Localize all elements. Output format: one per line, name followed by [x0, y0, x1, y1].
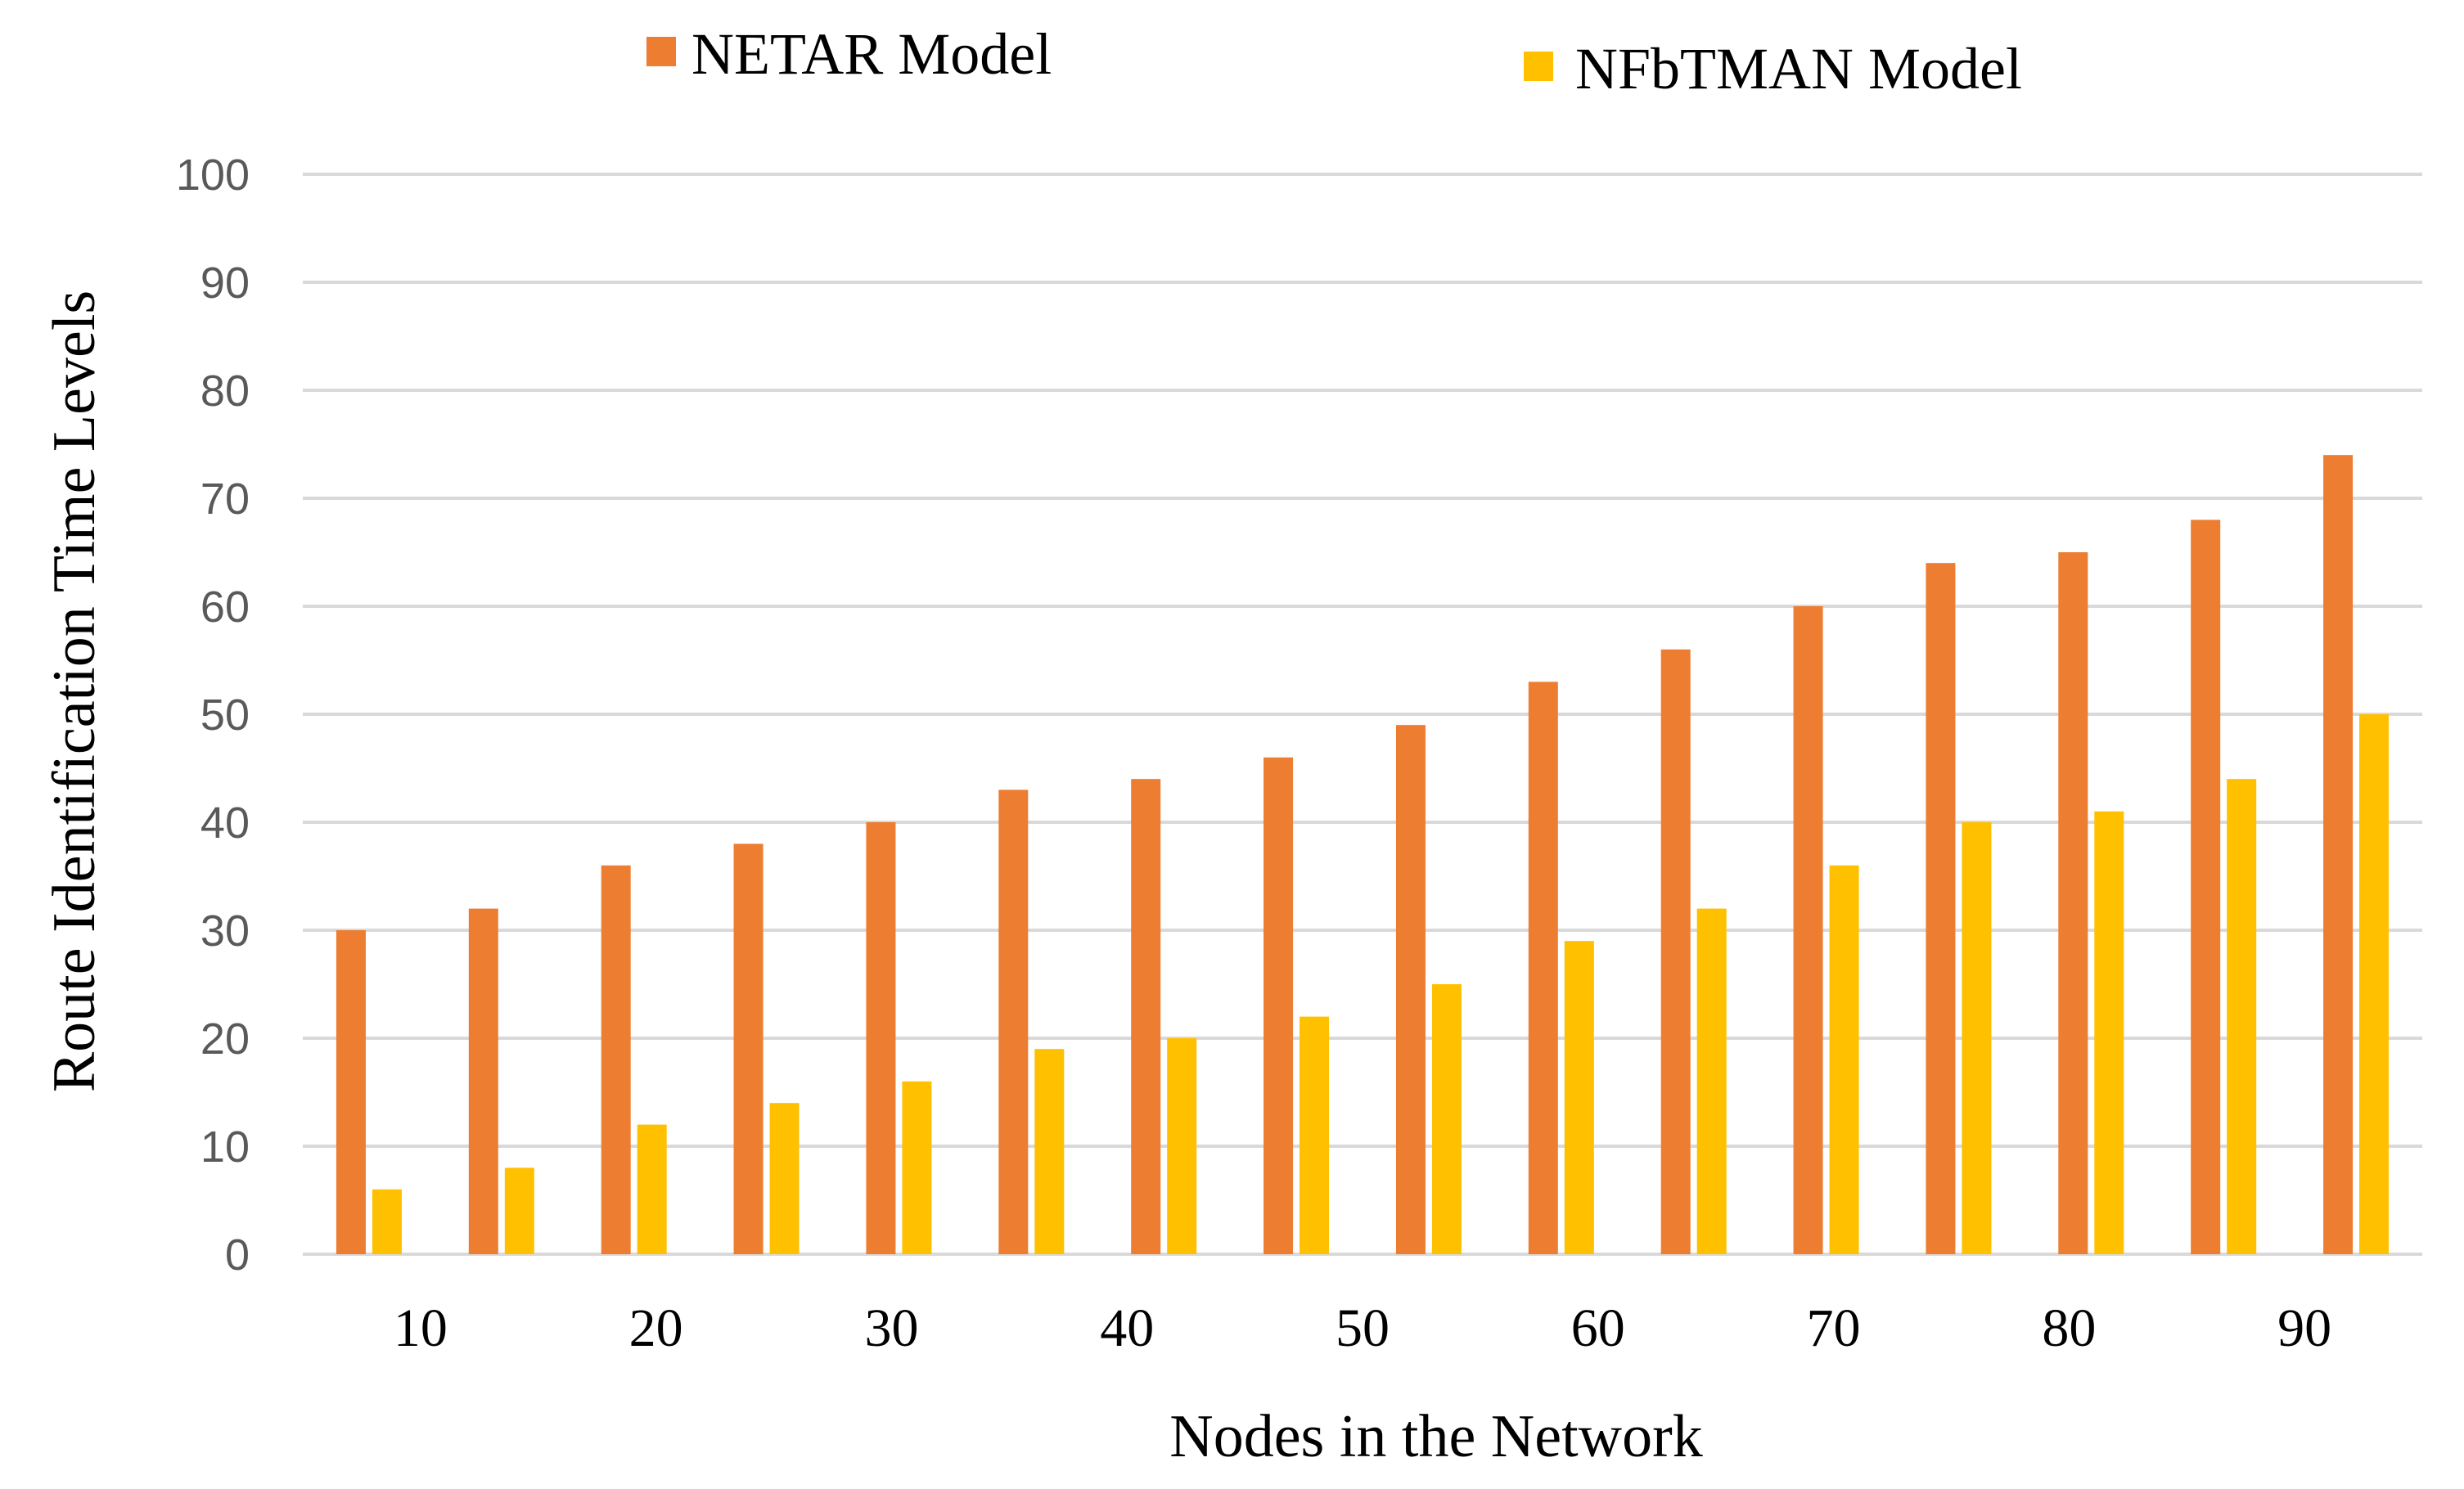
x-tick-label: 50 [1336, 1298, 1390, 1358]
x-tick-label: 70 [1807, 1298, 1861, 1358]
bar-nfbtman-10 [1564, 941, 1594, 1254]
y-axis-ticks: 0 10 20 30 40 50 60 70 80 90 100 [176, 151, 250, 1280]
bar-netar-10 [1528, 682, 1558, 1254]
bar-netar-4 [733, 843, 764, 1254]
legend-swatch-netar [646, 37, 676, 66]
legend: NETAR Model NFbTMAN Model [646, 21, 2022, 101]
y-tick-label: 80 [200, 367, 250, 416]
y-axis-title: Route Identification Time Levels [41, 290, 108, 1092]
bar-nfbtman-7 [1167, 1038, 1197, 1254]
bar-netar-6 [998, 789, 1029, 1254]
y-tick-label: 90 [200, 259, 250, 308]
y-tick-label: 50 [200, 691, 250, 740]
bar-nfbtman-6 [1034, 1049, 1065, 1254]
y-tick-label: 20 [200, 1014, 250, 1064]
bar-netar-15 [2191, 520, 2221, 1254]
bar-nfbtman-12 [1829, 865, 1859, 1254]
bar-netar-5 [866, 822, 896, 1254]
bar-netar-14 [2058, 552, 2088, 1254]
bar-nfbtman-1 [372, 1189, 402, 1254]
bar-nfbtman-3 [637, 1124, 667, 1254]
legend-label-nfbtman: NFbTMAN Model [1575, 36, 2022, 101]
y-tick-label: 100 [176, 151, 250, 200]
legend-label-netar: NETAR Model [691, 21, 1052, 87]
x-tick-label: 80 [2042, 1298, 2096, 1358]
bar-netar-3 [601, 865, 631, 1254]
bar-nfbtman-9 [1431, 984, 1462, 1254]
y-tick-label: 30 [200, 906, 250, 956]
bar-nfbtman-8 [1300, 1016, 1330, 1254]
bar-netar-13 [1926, 563, 1956, 1254]
y-tick-label: 60 [200, 583, 250, 632]
bars [336, 455, 2390, 1254]
x-axis-ticks: 10 20 30 40 50 60 70 80 90 [394, 1298, 2331, 1358]
legend-swatch-nfbtman [1524, 52, 1553, 81]
y-tick-label: 0 [225, 1230, 250, 1280]
x-tick-label: 60 [1571, 1298, 1625, 1358]
bar-netar-2 [468, 908, 498, 1254]
y-tick-label: 40 [200, 798, 250, 848]
bar-nfbtman-14 [2094, 811, 2124, 1254]
bar-nfbtman-16 [2359, 714, 2390, 1254]
x-tick-label: 30 [864, 1298, 918, 1358]
bar-netar-9 [1395, 725, 1426, 1254]
x-tick-label: 20 [629, 1298, 683, 1358]
bar-nfbtman-13 [1962, 822, 1992, 1254]
bar-netar-1 [336, 930, 366, 1254]
y-tick-label: 70 [200, 475, 250, 524]
bar-netar-12 [1793, 606, 1823, 1254]
bar-netar-11 [1660, 649, 1691, 1254]
bar-netar-16 [2323, 455, 2354, 1254]
bar-nfbtman-4 [769, 1103, 800, 1254]
bar-nfbtman-5 [902, 1081, 932, 1254]
bar-netar-7 [1131, 779, 1161, 1254]
x-tick-label: 40 [1100, 1298, 1154, 1358]
bar-nfbtman-15 [2227, 779, 2257, 1254]
bar-netar-8 [1264, 757, 1294, 1254]
bar-nfbtman-11 [1696, 908, 1727, 1254]
x-tick-label: 10 [394, 1298, 448, 1358]
y-tick-label: 10 [200, 1122, 250, 1172]
x-axis-title: Nodes in the Network [1169, 1403, 1702, 1470]
x-tick-label: 90 [2277, 1298, 2331, 1358]
bar-nfbtman-2 [504, 1167, 534, 1254]
